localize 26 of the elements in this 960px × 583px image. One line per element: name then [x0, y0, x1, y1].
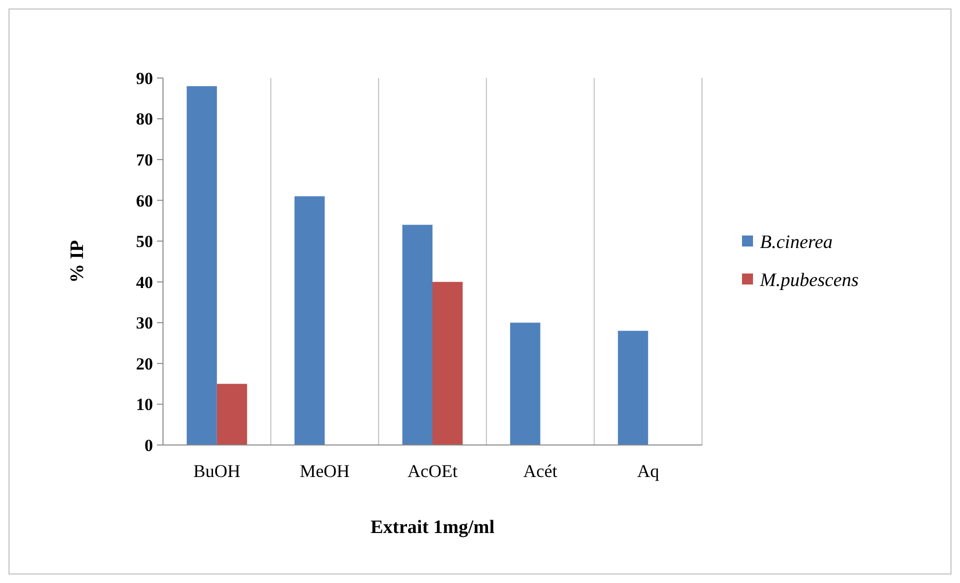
y-tick-label: 30 — [136, 314, 153, 333]
legend-label: B.cinerea — [760, 232, 833, 254]
y-tick-label: 10 — [136, 395, 153, 414]
bar — [510, 322, 540, 445]
x-tick-label: MeOH — [300, 461, 350, 481]
x-tick-label: Aq — [637, 461, 660, 481]
bar — [216, 384, 248, 445]
bar — [294, 196, 325, 445]
bar — [402, 224, 432, 445]
y-tick-label: 70 — [136, 150, 153, 170]
x-tick-label: BuOH — [193, 461, 240, 481]
y-tick-label: 80 — [136, 110, 153, 129]
bar — [432, 282, 463, 445]
x-tick-label: AcOEt — [408, 461, 458, 481]
y-tick-label: 40 — [136, 272, 153, 292]
y-tick-label: 60 — [136, 191, 153, 210]
y-tick-label: 90 — [136, 68, 153, 88]
y-tick-label: 50 — [136, 232, 153, 252]
legend-label: M.pubescens — [759, 270, 859, 292]
x-axis-title: Extrait 1mg/ml — [370, 517, 495, 538]
y-tick-label: 0 — [144, 436, 153, 455]
y-tick-label: 20 — [136, 354, 153, 374]
y-axis-title: % IP — [67, 240, 88, 283]
x-tick-label: Acét — [523, 461, 558, 481]
bar — [186, 86, 217, 445]
bar — [618, 330, 648, 445]
